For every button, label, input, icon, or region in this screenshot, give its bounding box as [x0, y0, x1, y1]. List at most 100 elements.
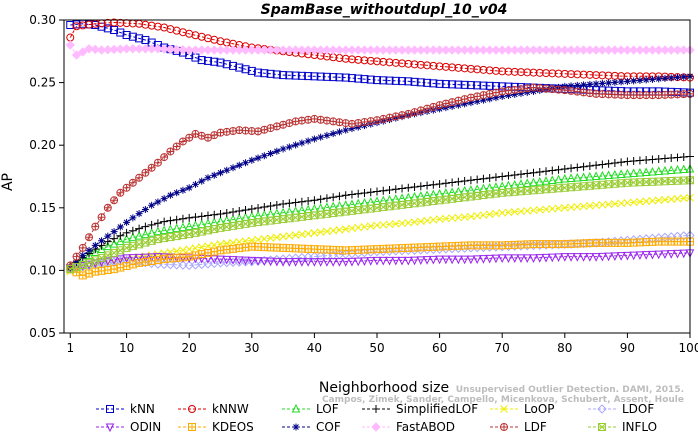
point-odin	[610, 252, 620, 261]
point-cof	[260, 152, 268, 160]
point-cof	[580, 81, 588, 89]
point-lof	[116, 236, 125, 246]
point-simplifiedlof	[153, 219, 162, 228]
point-ldf	[473, 92, 482, 101]
point-loop	[316, 228, 325, 236]
y-tick-label: 0.30	[29, 13, 56, 27]
point-simplifiedlof	[310, 196, 319, 205]
point-simplifiedlof	[573, 163, 582, 172]
point-knn	[197, 56, 206, 65]
point-loop	[448, 214, 456, 222]
point-knnw	[360, 56, 369, 65]
point-fastabod	[409, 45, 420, 55]
point-knnw	[391, 58, 400, 67]
point-simplifiedlof	[654, 154, 663, 163]
point-odin	[216, 255, 225, 265]
point-fastabod	[203, 45, 213, 55]
point-cof	[605, 79, 613, 87]
point-simplifiedlof	[504, 171, 513, 180]
point-lof	[654, 166, 664, 175]
point-knn	[66, 21, 75, 30]
point-loop	[548, 204, 557, 213]
point-loop	[567, 203, 575, 212]
point-knn	[335, 73, 344, 82]
point-knnw	[66, 33, 75, 42]
point-simplifiedlof	[210, 210, 219, 219]
legend-label-odin: ODIN	[130, 420, 161, 434]
point-cof	[442, 104, 450, 112]
point-simplifiedlof	[673, 153, 682, 162]
point-knn	[235, 63, 244, 72]
legend-marker-ldof	[597, 404, 607, 414]
point-fastabod	[416, 45, 426, 55]
point-fastabod	[491, 45, 501, 55]
point-knn	[222, 60, 231, 69]
point-cof	[354, 123, 362, 131]
legend-item-cof: COF	[282, 420, 341, 434]
point-loop	[504, 208, 513, 217]
point-fastabod	[366, 45, 376, 55]
point-simplifiedlof	[335, 192, 344, 201]
point-simplifiedlof	[216, 210, 225, 219]
point-simplifiedlof	[160, 217, 169, 226]
point-lof	[616, 169, 626, 178]
point-odin	[122, 254, 131, 263]
x-tick-label: 1	[66, 341, 74, 355]
point-fastabod	[603, 45, 614, 55]
point-knn	[122, 31, 131, 40]
point-odin	[366, 257, 376, 266]
point-knn	[329, 73, 338, 82]
point-loop	[454, 213, 463, 222]
point-loop	[554, 204, 563, 213]
point-ldf	[97, 213, 106, 222]
point-simplifiedlof	[304, 197, 313, 206]
point-cof	[160, 195, 168, 203]
point-fastabod	[315, 45, 326, 55]
point-knnw	[385, 58, 394, 67]
point-lof	[178, 222, 188, 232]
point-knn	[410, 77, 419, 86]
point-odin	[153, 253, 163, 262]
point-cof	[648, 75, 656, 83]
point-loop	[354, 223, 363, 232]
point-fastabod	[635, 45, 645, 55]
point-knnw	[592, 71, 601, 80]
point-simplifiedlof	[291, 198, 300, 207]
point-ldf	[329, 117, 338, 126]
point-odin	[310, 258, 319, 267]
point-lof	[103, 241, 113, 251]
point-loop	[385, 220, 394, 229]
point-knnw	[516, 68, 525, 77]
point-simplifiedlof	[329, 193, 338, 202]
point-knnw	[573, 70, 582, 79]
point-simplifiedlof	[322, 194, 331, 203]
point-odin	[435, 255, 444, 265]
x-tick-label: 50	[369, 341, 384, 355]
point-ldf	[222, 127, 231, 136]
point-loop	[629, 198, 638, 207]
point-knn	[322, 72, 331, 81]
point-simplifiedlof	[542, 167, 551, 176]
point-fastabod	[578, 45, 589, 55]
point-simplifiedlof	[460, 177, 469, 186]
point-simplifiedlof	[560, 164, 569, 173]
point-fastabod	[265, 45, 276, 55]
legend-marker-fastabod	[371, 422, 381, 432]
point-fastabod	[378, 45, 388, 55]
point-lof	[598, 170, 607, 180]
point-kdeos	[91, 267, 100, 276]
point-simplifiedlof	[347, 190, 356, 199]
point-knn	[435, 79, 444, 88]
point-loop	[467, 212, 475, 221]
point-fastabod	[434, 45, 445, 55]
point-odin	[303, 258, 313, 267]
legend-label-knn: kNN	[130, 402, 155, 416]
point-simplifiedlof	[135, 224, 144, 233]
point-odin	[360, 257, 369, 267]
point-simplifiedlof	[385, 186, 394, 195]
point-ldf	[491, 88, 500, 97]
point-odin	[209, 255, 219, 264]
point-odin	[629, 251, 638, 261]
point-simplifiedlof	[235, 207, 244, 216]
point-lof	[585, 171, 595, 181]
